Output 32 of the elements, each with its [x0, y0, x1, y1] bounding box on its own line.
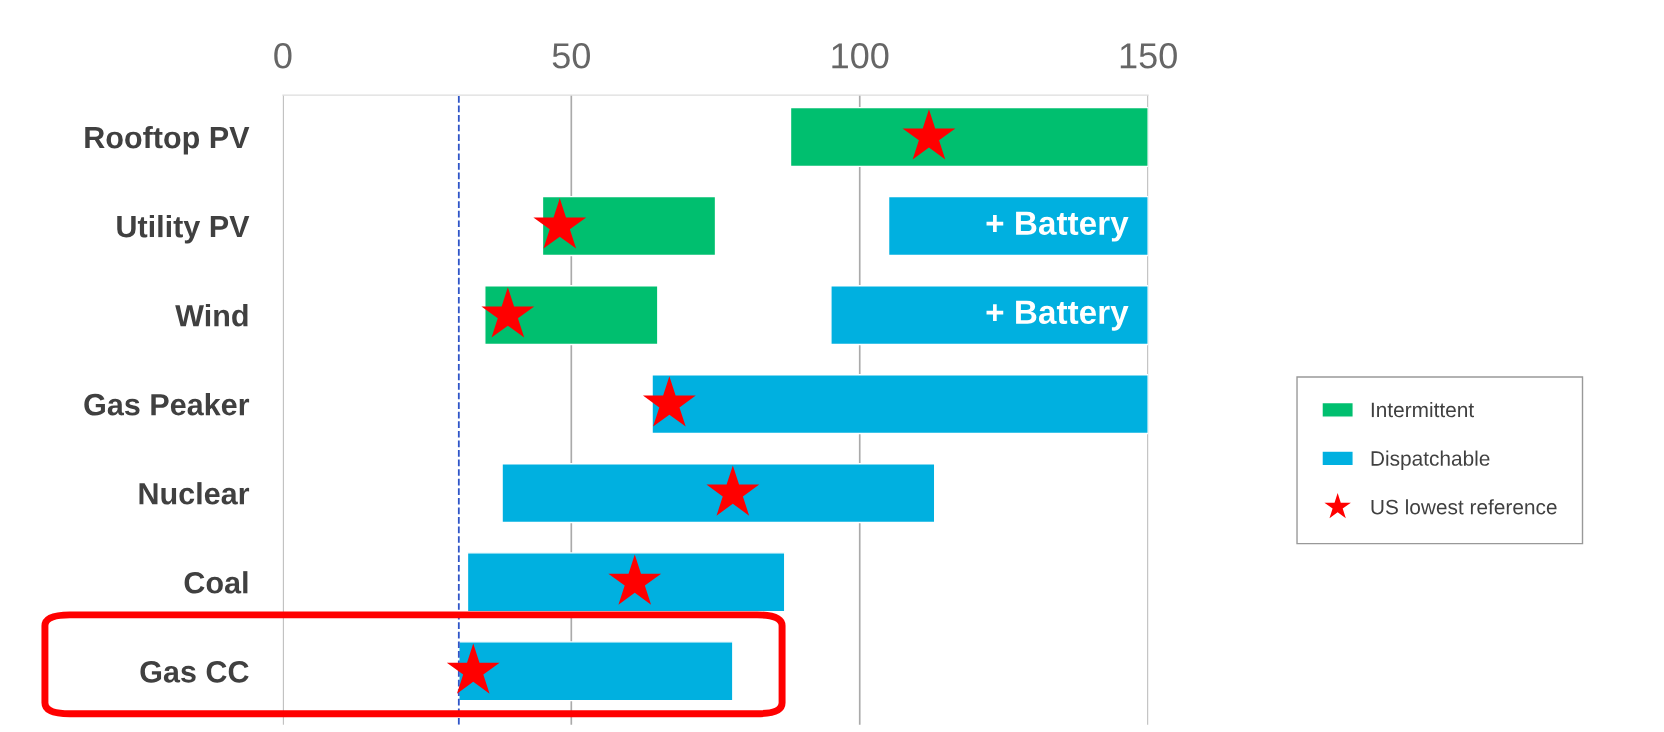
x-tick-label: 100 [832, 43, 889, 69]
legend-label: Intermittent [1371, 401, 1474, 418]
annotation: + Battery [986, 211, 1129, 242]
point [446, 643, 500, 694]
bar [501, 463, 936, 524]
bar [789, 106, 1149, 168]
x-tick-label: 0 [274, 43, 292, 69]
y-tick-label: Rooftop PV [85, 125, 250, 155]
bar [651, 374, 1149, 435]
point [608, 554, 662, 605]
bar [484, 285, 659, 346]
y-tick-label: Nuclear [139, 482, 250, 505]
point [706, 465, 760, 516]
point [533, 198, 587, 249]
legend-label: US lowest reference [1371, 499, 1557, 515]
y-tick-label: Gas Peaker [84, 393, 250, 416]
point [902, 109, 956, 160]
point [642, 376, 696, 427]
x-tick-label: 150 [1120, 43, 1177, 69]
legend-label: Dispatchable [1371, 450, 1490, 470]
bar [466, 552, 786, 613]
y-tick-label: Wind [175, 304, 248, 327]
x-tick-label: 50 [552, 43, 590, 69]
bar [541, 195, 717, 257]
bar [458, 641, 734, 702]
point [481, 287, 535, 338]
annotation: + Battery [986, 300, 1129, 331]
y-tick-label: Utility PV [117, 214, 250, 244]
y-tick-label: Coal [184, 571, 248, 594]
y-tick-label: Gas CC [140, 660, 249, 683]
bar [830, 285, 1149, 346]
bar [887, 195, 1149, 257]
